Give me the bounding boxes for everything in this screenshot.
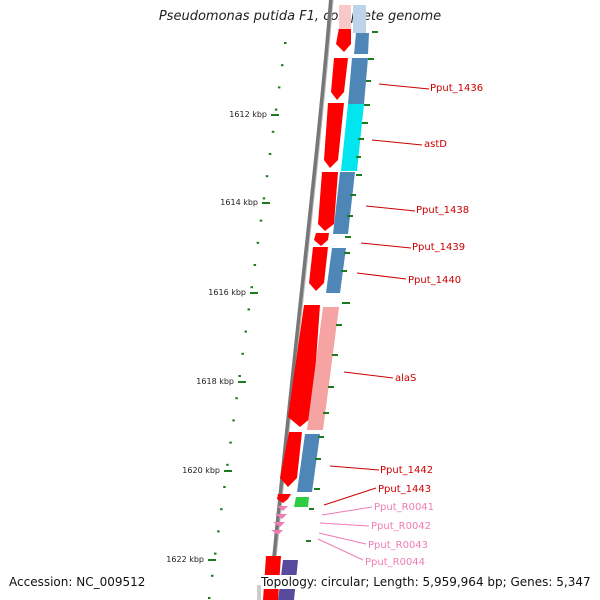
gene-feature[interactable] xyxy=(354,33,369,54)
rna-feature[interactable] xyxy=(271,530,283,535)
forward-strand-track xyxy=(263,28,351,600)
rna-feature[interactable] xyxy=(277,506,288,511)
kbp-tick-mark xyxy=(208,559,216,561)
kbp-tick-label: 1614 kbp xyxy=(220,198,258,207)
gene-label[interactable]: Pput_1438 xyxy=(416,205,469,216)
gene-label[interactable]: Pput_1440 xyxy=(408,275,461,286)
gene-label[interactable]: astD xyxy=(424,139,447,150)
gene-feature[interactable] xyxy=(348,58,368,104)
kbp-tick-mark xyxy=(250,292,258,294)
gene-feature[interactable] xyxy=(341,104,364,171)
gene-label[interactable]: Pput_1439 xyxy=(412,242,465,253)
label-leader-line xyxy=(360,242,412,249)
kbp-tick-mark xyxy=(262,202,270,204)
gene-label[interactable]: Pput_R0041 xyxy=(374,502,434,513)
gene-label[interactable]: alaS xyxy=(395,373,416,384)
gene-label[interactable]: Pput_1442 xyxy=(380,465,433,476)
label-leader-line xyxy=(378,83,430,90)
rna-feature[interactable] xyxy=(275,514,287,519)
label-leader-line xyxy=(317,538,364,561)
genome-backbone xyxy=(268,0,333,600)
rna-features xyxy=(271,506,288,535)
gene-feature[interactable] xyxy=(318,172,338,231)
gene-feature[interactable] xyxy=(297,434,320,492)
accession-text: Accession: NC_009512 xyxy=(9,575,146,589)
gene-feature[interactable] xyxy=(307,307,339,430)
gene-feature[interactable] xyxy=(326,248,346,293)
gene-feature[interactable] xyxy=(277,494,291,503)
gene-labels: Pput_1436 astD Pput_1438 Pput_1439 Pput_1440… xyxy=(317,83,483,568)
gene-feature[interactable] xyxy=(314,233,329,246)
gene-label[interactable]: Pput_1436 xyxy=(430,83,483,94)
feature-marks xyxy=(306,31,378,542)
label-leader-line xyxy=(321,506,373,516)
gene-feature[interactable] xyxy=(294,497,309,507)
gene-label[interactable]: Pput_R0043 xyxy=(368,540,428,551)
gene-label[interactable]: Pput_1443 xyxy=(378,484,431,495)
gene-feature[interactable] xyxy=(309,247,328,291)
kbp-tick-mark xyxy=(224,470,232,472)
gene-feature[interactable] xyxy=(336,28,351,52)
kbp-tick-label: 1612 kbp xyxy=(229,110,267,119)
kbp-tick-label: 1622 kbp xyxy=(166,555,204,564)
label-leader-line xyxy=(329,465,380,471)
gene-label[interactable]: Pput_R0042 xyxy=(371,521,431,532)
rna-feature[interactable] xyxy=(273,522,285,527)
gene-feature[interactable] xyxy=(333,172,355,234)
label-leader-line xyxy=(319,522,370,527)
label-leader-line xyxy=(356,272,407,280)
label-leader-line xyxy=(371,139,423,146)
kbp-tick-mark xyxy=(238,381,246,383)
kbp-tick-mark xyxy=(271,114,279,116)
kbp-tick-label: 1620 kbp xyxy=(182,466,220,475)
map-title: Pseudomonas putida F1, complete genome xyxy=(158,9,442,24)
kbp-tick-label: 1616 kbp xyxy=(208,288,246,297)
gene-label[interactable]: Pput_R0044 xyxy=(365,557,425,568)
gene-feature[interactable] xyxy=(331,58,348,100)
label-leader-line xyxy=(365,205,416,212)
label-leader-line xyxy=(323,487,377,506)
kbp-tick-label: 1618 kbp xyxy=(196,377,234,386)
gene-feature[interactable] xyxy=(324,103,344,168)
scale-dots xyxy=(208,42,287,599)
gene-feature[interactable] xyxy=(280,432,302,487)
reverse-strand-track xyxy=(257,5,369,600)
topology-text: Topology: circular; Length: 5,959,964 bp… xyxy=(261,575,591,589)
label-leader-line xyxy=(318,532,367,545)
scale-ticks: 1612 kbp 1614 kbp 1616 kbp 1618 kbp 1620 kbp… xyxy=(166,110,279,564)
label-leader-line xyxy=(343,371,394,379)
